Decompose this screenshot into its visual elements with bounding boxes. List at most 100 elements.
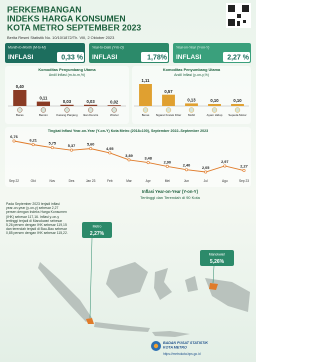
category-label: Beras (16, 113, 24, 117)
x-tick-label: Feb (107, 179, 113, 183)
value-label: 2,97 (221, 160, 228, 164)
trend-point (204, 170, 208, 174)
map-subtitle: Tertinggi dan Terendah di 90 Kota (140, 195, 201, 200)
category-label: Ayam Hidup (207, 113, 223, 117)
panel (132, 66, 251, 124)
icon (17, 107, 23, 113)
box-value: 2,27 % (227, 54, 250, 61)
callout-bg (82, 222, 112, 238)
trend-point (223, 164, 227, 168)
callout-city: Metro (93, 224, 102, 228)
title: INDEKS HARGA KONSUMEN (7, 13, 126, 23)
chart-subtitle: Andil Inflasi (y-on-y,%) (174, 73, 209, 77)
chart-subtitle: Andil Inflasi (m-to-m,%) (49, 73, 85, 77)
callout-line (89, 237, 93, 319)
bar (139, 84, 152, 106)
map-title: Inflasi Year-on-Year (Y-on-Y) (142, 189, 199, 194)
x-tick-label: Nov (49, 179, 55, 183)
map-highlight (86, 318, 94, 324)
paragraph: Pada September 2023 terjadi inflasi year… (6, 202, 68, 236)
trend-point (31, 143, 35, 147)
infographic: PERKEMBANGAN INDEKS HARGA KONSUMEN KOTA ME… (0, 0, 256, 362)
icon (142, 107, 149, 113)
icon (87, 107, 94, 113)
trend-point (89, 147, 93, 151)
trend-point (127, 158, 131, 162)
footer-org: BADAN PUSAT STATISTIK (163, 341, 208, 345)
value-label: 3,89 (125, 154, 132, 158)
value-label: 0,40 (16, 84, 25, 89)
footer-url: https://metrokota.bps.go.id (163, 352, 201, 356)
box-kind: INFLASI (8, 54, 33, 61)
x-tick-label: Mar (126, 179, 132, 183)
subtitle: Berita Resmi Statistik No. 10/10/1872/Th… (7, 35, 114, 40)
x-tick-label: Des (69, 179, 75, 183)
x-tick-label: Jul (204, 179, 208, 183)
trend-point (165, 164, 169, 168)
value-label: 4,95 (106, 147, 113, 151)
box-label: Month-to-Month (M-to-M) (8, 45, 46, 49)
trend-point (146, 161, 150, 165)
x-tick-label: Jan 23 (86, 179, 96, 183)
value-label: 1,11 (142, 78, 151, 83)
bar (13, 90, 27, 106)
category-label: Bensin (39, 113, 48, 117)
value-label: 0,10 (210, 98, 219, 103)
box-value-bg (141, 52, 168, 62)
box-kind: INFLASI (92, 54, 117, 61)
panel (5, 66, 129, 124)
callout-bg (200, 250, 234, 266)
box-value-bg (57, 52, 84, 62)
value-label: 2,40 (183, 164, 190, 168)
box-label: Year-to-Date (Y-to-D) (92, 45, 124, 49)
category-label: Sepeda Motor (228, 113, 246, 117)
value-label: 5,75 (49, 142, 56, 146)
x-tick-label: Sep 22 (9, 179, 19, 183)
value-label: 2,05 (202, 166, 209, 170)
callout-value: 5,26% (210, 259, 225, 265)
value-label: 0,10 (233, 98, 242, 103)
trend-point (242, 169, 246, 173)
box-value: 0,33 % (61, 54, 84, 61)
x-tick-label: Okt (31, 179, 36, 183)
value-label: 0,11 (39, 96, 48, 101)
box-value-bg (223, 52, 250, 62)
trend-point (185, 168, 189, 172)
bar (185, 103, 198, 106)
logo (153, 343, 159, 349)
x-tick-label: Apr (146, 179, 152, 183)
value-label: 2,90 (164, 160, 171, 164)
box-kind: INFLASI (176, 54, 201, 61)
callout-value: 2,27% (90, 231, 105, 237)
value-label: 5,60 (87, 143, 94, 147)
icon (64, 107, 70, 113)
icon (188, 107, 195, 113)
bar (60, 104, 74, 106)
category-label: Sigaret Kretek Filter (156, 113, 182, 117)
map-highlight (209, 283, 218, 290)
value-label: 0,02 (110, 99, 119, 104)
bar (107, 105, 121, 106)
trend-point (12, 139, 16, 143)
category-label: Ikan Dencis (83, 113, 99, 117)
value-label: 5,37 (68, 144, 75, 148)
bar (231, 104, 244, 106)
category-label: Beras (142, 113, 150, 117)
value-label: 3,48 (144, 157, 151, 161)
bar (162, 94, 175, 106)
qr-code (226, 3, 251, 28)
x-tick-label: Sep 23 (239, 179, 249, 183)
trend-point (108, 151, 112, 155)
callout-city: Manokwari (209, 252, 226, 256)
icon (40, 107, 47, 113)
trend-point (70, 148, 74, 152)
bar (83, 104, 98, 106)
x-tick-label: Mei (165, 179, 170, 183)
icon (111, 107, 117, 113)
bar (36, 101, 51, 106)
footer-org: KOTA METRO (163, 345, 187, 349)
box-label: Year-on-Year (Y-on-Y) (176, 45, 209, 49)
callout-line (212, 265, 215, 284)
trend-point (50, 146, 54, 150)
